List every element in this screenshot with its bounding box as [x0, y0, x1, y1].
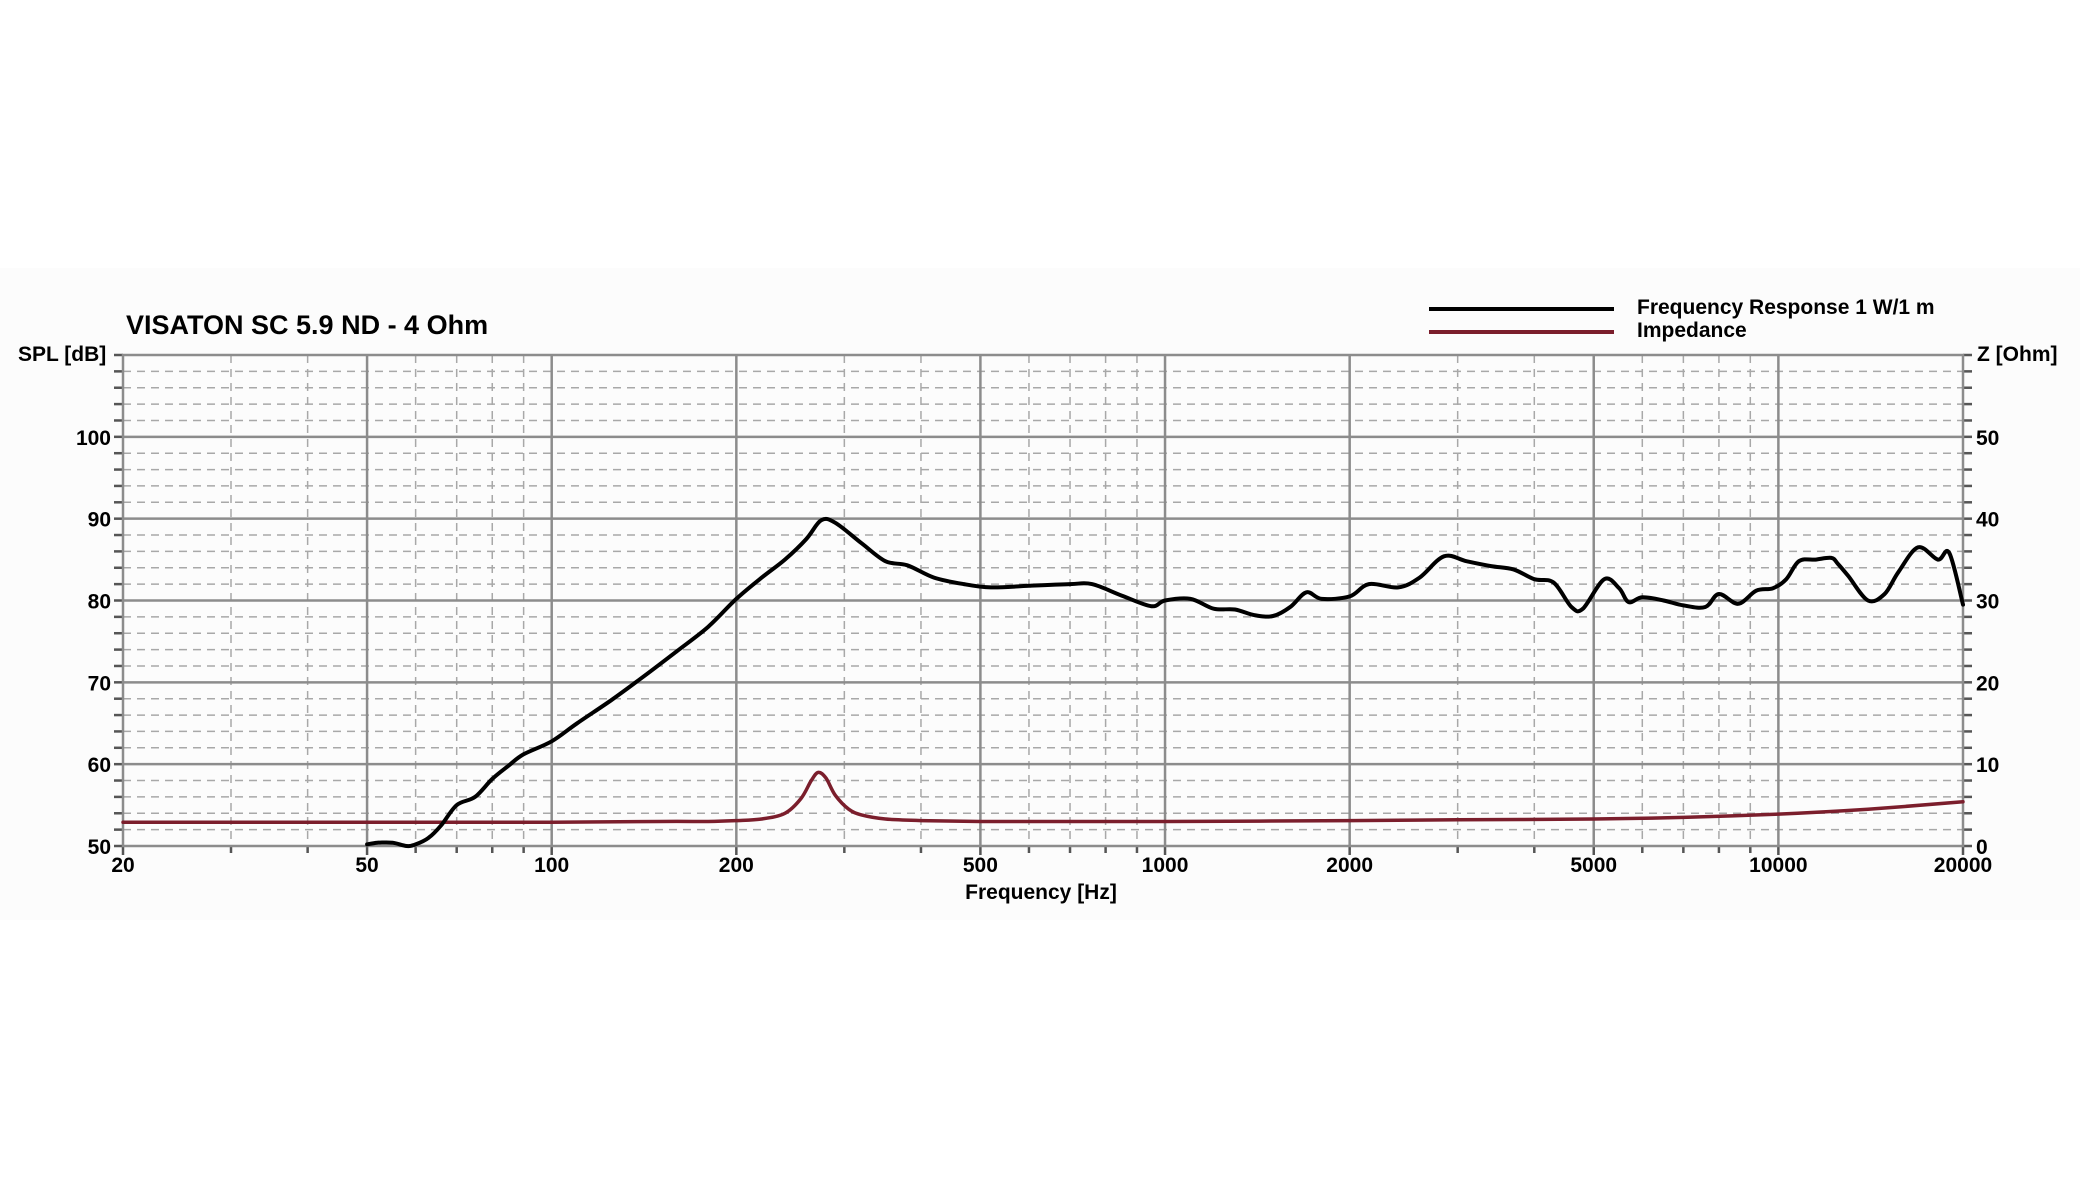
- frequency-response-line: [365, 516, 1965, 849]
- x-tick-label: 1000: [1142, 854, 1189, 877]
- chart-background-band: [0, 268, 2080, 920]
- legend: Frequency Response 1 W/1 m Impedance: [1429, 296, 1935, 342]
- x-tick-label: 2000: [1326, 854, 1373, 877]
- y-tick-label: 70: [88, 672, 111, 695]
- x-tick-label: 10000: [1749, 854, 1807, 877]
- y2-axis-label: Z [Ohm]: [1977, 343, 2057, 366]
- y2-tick-label: 40: [1976, 509, 1999, 532]
- y-axis-tick-labels: 50 60 70 80 90 100: [76, 427, 111, 859]
- legend-label-frequency-response: Frequency Response 1 W/1 m: [1637, 296, 1935, 319]
- x-tick-label: 5000: [1570, 854, 1617, 877]
- y-tick-label: 60: [88, 754, 111, 777]
- legend-label-impedance: Impedance: [1637, 319, 1747, 342]
- x-tick-label: 50: [355, 854, 378, 877]
- y-axis-label: SPL [dB]: [18, 343, 106, 366]
- chart-title: VISATON SC 5.9 ND - 4 Ohm: [126, 310, 488, 340]
- y-tick-label: 50: [88, 836, 111, 859]
- y-tick-label: 100: [76, 427, 111, 450]
- y-tick-label: 80: [88, 591, 111, 614]
- y2-axis-tick-labels: 0 10 20 30 40 50: [1976, 427, 1999, 859]
- x-axis-label: Frequency [Hz]: [965, 881, 1117, 904]
- x-tick-label: 100: [534, 854, 569, 877]
- x-axis-tick-labels: 20 50 100 200 500 1000 2000 5000 10000 20000: [111, 854, 1992, 877]
- impedance-line: [121, 770, 1965, 825]
- y2-tick-label: 30: [1976, 591, 1999, 614]
- x-tick-label: 20: [111, 854, 134, 877]
- x-tick-label: 20000: [1934, 854, 1992, 877]
- x-tick-label: 200: [719, 854, 754, 877]
- y-tick-label: 90: [88, 509, 111, 532]
- y2-tick-label: 20: [1976, 672, 1999, 695]
- y2-tick-label: 10: [1976, 754, 1999, 777]
- y2-tick-label: 50: [1976, 427, 1999, 450]
- y2-tick-label: 0: [1976, 836, 1988, 859]
- x-tick-label: 500: [963, 854, 998, 877]
- major-grid: [123, 355, 1963, 846]
